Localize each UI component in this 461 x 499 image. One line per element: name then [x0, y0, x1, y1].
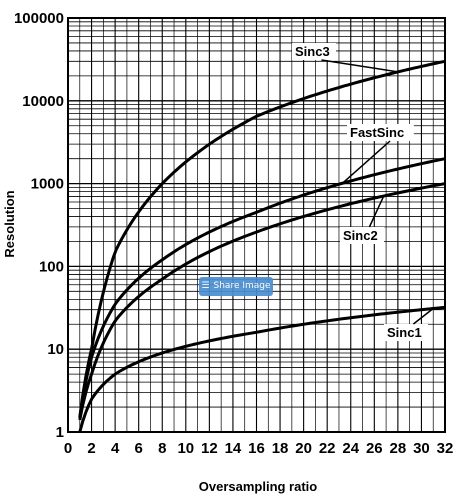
y-tick-label: 1 — [56, 424, 64, 441]
series-label-sinc2: Sinc2 — [343, 228, 378, 243]
series-group — [78, 59, 446, 433]
x-tick-label: 14 — [225, 440, 242, 457]
series-label-sinc3: Sinc3 — [295, 44, 330, 59]
x-tick-label: 26 — [366, 440, 383, 457]
leader-line — [368, 195, 385, 228]
layers-icon: ☰ — [201, 281, 210, 291]
y-tick-labels: 1 10 100 1000 10000 100000 — [14, 10, 64, 441]
label-background — [384, 324, 428, 341]
y-tick-label: 10000 — [22, 93, 64, 110]
x-tick-label: 24 — [342, 440, 359, 457]
y-tick-label: 1000 — [31, 176, 64, 193]
x-tick-label: 10 — [177, 440, 194, 457]
x-tick-label: 30 — [413, 440, 430, 457]
x-tick-label: 20 — [295, 440, 312, 457]
x-tick-label: 16 — [248, 440, 265, 457]
x-tick-label: 28 — [390, 440, 407, 457]
leader-line — [342, 140, 391, 184]
x-axis-title: Oversampling ratio — [199, 479, 318, 494]
grid — [67, 18, 446, 433]
label-background — [347, 124, 414, 141]
x-tick-label: 22 — [319, 440, 336, 457]
x-tick-label: 6 — [135, 440, 143, 457]
y-tick-label: 100000 — [14, 10, 64, 27]
x-tick-label: 18 — [272, 440, 289, 457]
share-image-button[interactable]: ☰ Share Image — [199, 277, 273, 296]
y-tick-label: 100 — [39, 258, 64, 275]
series-label-fastsinc: FastSinc — [350, 125, 404, 140]
x-tick-label: 8 — [158, 440, 166, 457]
label-background — [340, 227, 384, 244]
series-line-sinc1 — [78, 305, 446, 433]
x-tick-label: 12 — [201, 440, 218, 457]
plot-frame — [67, 17, 446, 433]
x-tick-label: 32 — [437, 440, 454, 457]
x-tick-labels: 0 2 4 6 8 10 12 14 16 18 20 22 24 26 28 30 32 — [64, 440, 454, 457]
x-tick-label: 0 — [64, 440, 72, 457]
x-tick-label: 4 — [111, 440, 120, 457]
series-line-fastsinc — [78, 157, 446, 418]
y-tick-label: 10 — [47, 341, 64, 358]
x-tick-label: 2 — [87, 440, 95, 457]
series-line-sinc3 — [78, 59, 446, 418]
series-labels: Sinc3 FastSinc Sinc2 Sinc1 — [292, 43, 434, 341]
share-image-label: Share Image — [213, 281, 271, 291]
plot-border — [67, 17, 446, 433]
leader-line — [412, 307, 434, 325]
leader-line — [321, 59, 398, 73]
series-label-sinc1: Sinc1 — [387, 325, 422, 340]
y-axis-title: Resolution — [2, 190, 17, 257]
series-line-sinc2 — [78, 182, 446, 421]
label-background — [292, 43, 336, 60]
